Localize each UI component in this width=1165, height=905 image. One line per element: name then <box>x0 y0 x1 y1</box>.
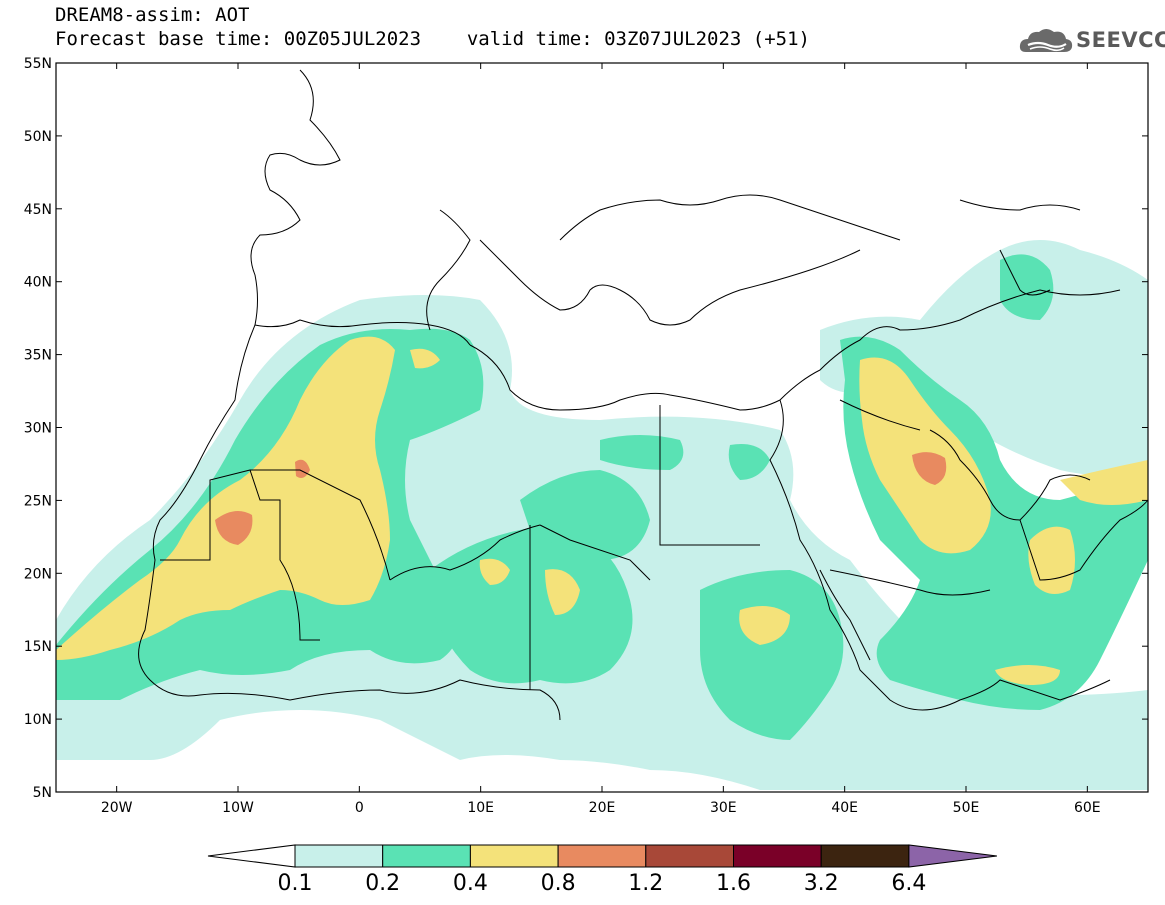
colorbar-segment <box>294 844 384 868</box>
colorbar-over-arrow <box>908 844 997 868</box>
colorbar-segment <box>469 844 559 868</box>
colorbar-tick-label: 0.8 <box>540 871 576 896</box>
colorbar-segment <box>382 844 471 868</box>
lat-tick-label: 55N <box>24 56 52 72</box>
latitude-axis: 55N 50N 45N 40N 35N 30N 25N 20N 15N 10N 5N <box>24 56 1148 801</box>
colorbar-segment <box>820 844 910 868</box>
lat-tick-label: 40N <box>24 275 52 291</box>
aot-field <box>56 63 1148 792</box>
colorbar-under-arrow <box>207 844 296 868</box>
lat-tick-label: 10N <box>24 712 52 728</box>
lat-tick-label: 45N <box>24 202 52 218</box>
lat-tick-label: 15N <box>24 639 52 655</box>
colorbar <box>207 844 997 868</box>
lon-tick-label: 50E <box>953 800 980 816</box>
seevccc-logo: SEEVCCC <box>1018 24 1165 56</box>
lon-tick-label: 40E <box>831 800 858 816</box>
lon-tick-label: 30E <box>710 800 737 816</box>
lon-tick-label: 60E <box>1074 800 1101 816</box>
map-title: DREAM8-assim: AOT <box>55 4 250 26</box>
colorbar-tick-label: 3.2 <box>803 871 839 896</box>
colorbar-segment <box>733 844 822 868</box>
valid-time: valid time: 03Z07JUL2023 (+51) <box>466 28 810 50</box>
lon-tick-label: 20W <box>101 800 133 816</box>
colorbar-tick-label: 0.1 <box>277 871 313 896</box>
lat-tick-label: 5N <box>33 785 52 801</box>
lat-tick-label: 25N <box>24 493 52 509</box>
lon-tick-label: 10W <box>222 800 254 816</box>
colorbar-segment <box>645 844 734 868</box>
colorbar-tick-label: 0.2 <box>365 871 401 896</box>
lat-tick-label: 35N <box>24 348 52 364</box>
lon-tick-label: 20E <box>589 800 616 816</box>
aot-level-0-4 <box>56 336 1148 685</box>
colorbar-tick-label: 0.4 <box>452 871 488 896</box>
lat-tick-label: 50N <box>24 129 52 145</box>
colorbar-segment <box>557 844 647 868</box>
lon-tick-label: 0 <box>355 800 364 816</box>
colorbar-tick-label: 6.4 <box>891 871 927 896</box>
longitude-axis: 20W 10W 0 10E 20E 30E 40E 50E 60E <box>101 63 1101 816</box>
forecast-base-time: Forecast base time: 00Z05JUL2023 <box>55 28 422 50</box>
cloud-logo-icon <box>1019 29 1073 52</box>
lon-tick-label: 10E <box>467 800 494 816</box>
coastlines-and-borders <box>138 69 1148 721</box>
logo-text: SEEVCCC <box>1076 28 1165 52</box>
map-subtitle: Forecast base time: 00Z05JUL2023 valid t… <box>55 28 810 50</box>
colorbar-tick-label: 1.6 <box>716 871 751 896</box>
lat-tick-label: 30N <box>24 421 52 437</box>
lat-tick-label: 20N <box>24 566 52 582</box>
colorbar-tick-label: 1.2 <box>628 871 664 896</box>
